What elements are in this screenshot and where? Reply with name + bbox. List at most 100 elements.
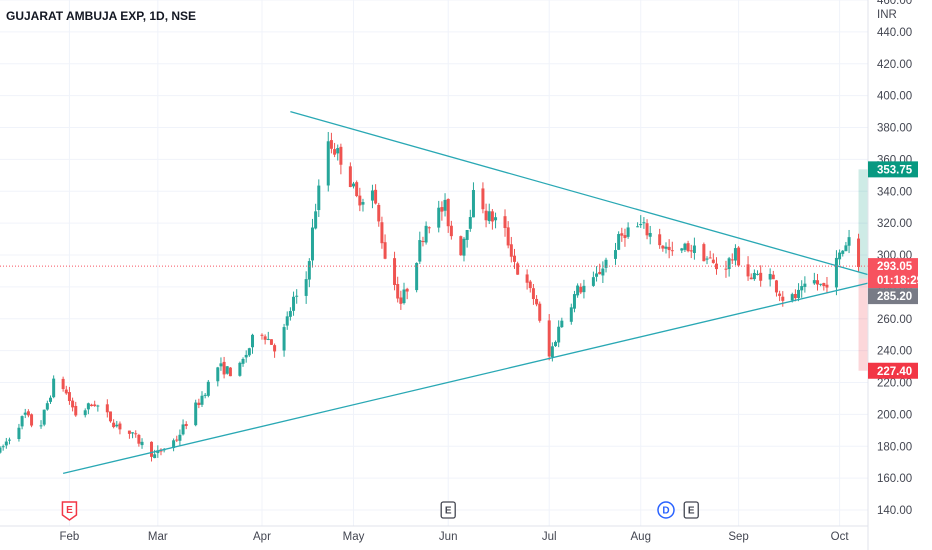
candle-body bbox=[847, 237, 851, 246]
candle-body bbox=[800, 286, 804, 291]
countdown-label: 01:18:29 bbox=[877, 275, 923, 287]
earnings-icon bbox=[440, 501, 456, 519]
candle-body bbox=[399, 297, 403, 304]
candle-body bbox=[131, 432, 135, 434]
candle-body bbox=[288, 311, 292, 317]
candle-body bbox=[531, 288, 535, 300]
candle-body bbox=[815, 280, 819, 285]
candle-body bbox=[645, 223, 649, 236]
candle-body bbox=[737, 247, 741, 266]
candle-body bbox=[535, 298, 539, 305]
dividend-event-icon[interactable]: D bbox=[657, 501, 675, 519]
candle-body bbox=[803, 283, 807, 287]
candle-body bbox=[0, 447, 2, 453]
candle-body bbox=[134, 433, 138, 435]
candle-body bbox=[604, 259, 608, 268]
candle-body bbox=[402, 289, 406, 304]
candle-body bbox=[705, 258, 709, 260]
y-tick-label: 340.00 bbox=[877, 186, 912, 198]
candle-body bbox=[150, 441, 154, 457]
candle-body bbox=[714, 263, 718, 270]
candle-body bbox=[282, 327, 286, 351]
candle-body bbox=[759, 272, 763, 281]
candle-body bbox=[560, 320, 564, 328]
candle-body bbox=[7, 439, 11, 441]
y-tick-label: 140.00 bbox=[877, 505, 912, 517]
x-tick-label: Apr bbox=[253, 531, 271, 543]
candle-body bbox=[667, 246, 671, 251]
candle-body bbox=[393, 258, 397, 285]
candle-body bbox=[446, 198, 450, 227]
earnings-event-icon[interactable]: E bbox=[61, 501, 78, 521]
y-tick-label: 220.00 bbox=[877, 378, 912, 390]
x-tick-label: Mar bbox=[148, 531, 168, 543]
candle-body bbox=[487, 211, 491, 222]
candle-body bbox=[153, 454, 157, 459]
candle-body bbox=[702, 244, 706, 262]
candle-body bbox=[241, 358, 245, 364]
current-price-label: 293.05 bbox=[877, 261, 913, 273]
candle-body bbox=[623, 235, 627, 238]
candle-body bbox=[692, 245, 696, 254]
long-position-tool[interactable] bbox=[858, 169, 868, 371]
candle-body bbox=[108, 411, 112, 422]
candle-body bbox=[383, 242, 387, 259]
y-tick-label: 160.00 bbox=[877, 473, 912, 485]
candle-body bbox=[838, 252, 842, 260]
target-price-label-bg bbox=[868, 161, 918, 178]
candle-body bbox=[370, 190, 374, 201]
candle-body bbox=[112, 422, 116, 428]
dividend-icon bbox=[657, 501, 675, 519]
candle-body bbox=[178, 434, 182, 441]
candle-body bbox=[484, 210, 488, 221]
candle-body bbox=[554, 341, 558, 347]
candle-body bbox=[595, 273, 599, 277]
candle-body bbox=[686, 243, 690, 252]
candle-body bbox=[380, 222, 384, 244]
candle-body bbox=[582, 285, 586, 293]
target-zone[interactable] bbox=[858, 169, 868, 279]
stop-zone[interactable] bbox=[858, 278, 868, 371]
candle-body bbox=[86, 403, 90, 410]
candle-body bbox=[42, 409, 46, 425]
candle-body bbox=[733, 248, 737, 261]
candle-body bbox=[569, 307, 573, 322]
entry-price-label: 285.20 bbox=[877, 291, 912, 303]
earnings-event-icon[interactable]: E bbox=[440, 501, 456, 519]
candle-body bbox=[841, 250, 845, 254]
candle-body bbox=[598, 271, 602, 275]
candle-body bbox=[67, 392, 71, 402]
earnings-event-icon[interactable]: E bbox=[683, 501, 699, 519]
trendline[interactable] bbox=[62, 273, 907, 475]
candle-body bbox=[263, 336, 267, 340]
candle-body bbox=[295, 295, 299, 297]
candle-body bbox=[642, 222, 646, 224]
candle-body bbox=[216, 367, 220, 382]
y-tick-label: 260.00 bbox=[877, 314, 912, 326]
candle-body bbox=[576, 285, 580, 296]
candle-body bbox=[415, 262, 419, 291]
candle-body bbox=[30, 414, 34, 426]
candle-body bbox=[4, 441, 8, 446]
candle-body bbox=[680, 248, 684, 251]
trendline[interactable] bbox=[290, 110, 907, 286]
x-tick-label: Aug bbox=[631, 531, 651, 543]
candle-body bbox=[547, 320, 551, 357]
candle-body bbox=[727, 258, 731, 270]
candle-body bbox=[184, 423, 188, 427]
candle-body bbox=[266, 338, 270, 340]
candle-body bbox=[203, 394, 207, 396]
trendlines[interactable] bbox=[62, 110, 907, 475]
candle-body bbox=[26, 411, 30, 416]
candle-body bbox=[664, 246, 668, 249]
candle-body bbox=[156, 450, 160, 454]
candle-body bbox=[626, 227, 630, 237]
y-tick-label: 380.00 bbox=[877, 123, 912, 135]
candle-body bbox=[749, 277, 753, 280]
candle-body bbox=[819, 283, 823, 285]
candle-body bbox=[418, 240, 422, 262]
candle-body bbox=[200, 395, 204, 405]
candle-body bbox=[181, 424, 185, 435]
